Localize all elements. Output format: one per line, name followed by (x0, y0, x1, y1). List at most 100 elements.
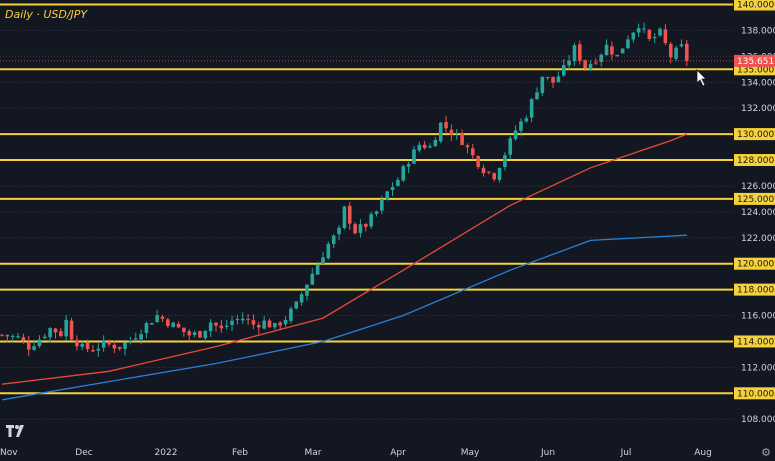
candle-body (48, 328, 52, 338)
candle-body (16, 336, 20, 338)
candle-body (139, 334, 143, 340)
candle-body (219, 325, 224, 329)
candle-body (37, 339, 42, 347)
candle-body (396, 179, 400, 186)
candle-body (96, 348, 101, 351)
candle-body (267, 320, 272, 328)
x-tick-label: Jul (620, 448, 632, 458)
candle-body (80, 343, 85, 347)
candle-body (43, 336, 47, 339)
candle-body (123, 342, 127, 349)
candle-body (604, 44, 609, 56)
candle-body (561, 65, 566, 76)
candle-body (240, 318, 245, 321)
y-tick-label: 138.000 (741, 26, 775, 36)
candle-body (305, 284, 309, 296)
candle-body (444, 122, 448, 129)
candle-body (428, 146, 432, 148)
candle-body (658, 28, 662, 36)
candle-body (59, 331, 63, 337)
candle-body (166, 319, 170, 326)
x-tick-label: May (461, 448, 480, 458)
candle-body (668, 43, 673, 58)
candle-body (117, 346, 122, 349)
x-tick-label: Nov (0, 448, 18, 458)
last-price-tag (734, 54, 775, 67)
candle-body (315, 264, 320, 275)
level-label: 125.000 (737, 195, 774, 205)
candle-body (567, 60, 571, 66)
candle-body (663, 29, 668, 44)
candle-body (326, 243, 331, 259)
level-label: 140.000 (737, 1, 774, 11)
candle-body (513, 130, 518, 140)
candle-body (208, 322, 213, 332)
candle-body (615, 54, 620, 57)
candle-body (262, 320, 266, 329)
moving-average-slow (1, 234, 687, 401)
candle-body (492, 173, 496, 180)
x-tick-label: Mar (305, 448, 322, 458)
candle-body (540, 76, 545, 94)
candle-body (620, 48, 625, 54)
candle-body (133, 338, 138, 340)
candle-body (685, 43, 689, 61)
candle-body (524, 118, 529, 122)
candle-body (503, 155, 507, 168)
candle-body (176, 323, 181, 328)
candle-body (85, 342, 90, 350)
candle-body (374, 211, 379, 214)
candle-body (26, 342, 31, 350)
candle-body (182, 327, 186, 332)
candle-body (519, 121, 523, 131)
level-tag (734, 154, 775, 167)
candle-body (487, 171, 491, 173)
candle-body (594, 62, 598, 64)
candle-body (471, 148, 475, 156)
candle-body (203, 330, 208, 339)
tradingview-logo-icon (6, 425, 24, 437)
candle-body (192, 332, 197, 335)
level-label: 118.000 (737, 286, 774, 296)
level-label: 110.000 (737, 389, 774, 399)
candle-body (433, 139, 438, 147)
candle-body (626, 39, 630, 49)
candle-body (417, 144, 422, 151)
candle-body (235, 319, 240, 321)
candle-body (449, 129, 454, 135)
candle-body (636, 28, 641, 33)
candle-body (679, 44, 684, 47)
candle-body (342, 206, 347, 229)
mouse-cursor-icon (696, 69, 707, 87)
candle-body (642, 28, 646, 30)
candle-body (460, 133, 464, 145)
candle-body (53, 328, 58, 333)
candle-body (21, 337, 26, 341)
candle-body (69, 320, 74, 340)
candle-body (551, 76, 555, 83)
candle-body (150, 323, 154, 325)
level-tag (734, 335, 775, 348)
candle-body (364, 223, 368, 227)
candle-body (545, 76, 550, 78)
candle-body (310, 273, 315, 285)
level-label: 114.000 (737, 337, 774, 347)
candle-body (101, 340, 106, 348)
level-tag (734, 128, 775, 141)
x-tick-label: 2022 (155, 448, 178, 458)
candle-body (187, 331, 192, 336)
candle-body (160, 316, 165, 319)
candle-body (75, 339, 79, 347)
candle-body (273, 323, 277, 328)
level-label: 130.000 (737, 130, 774, 140)
candle-body (5, 335, 10, 337)
candle-body (481, 167, 486, 174)
candle-body (294, 301, 299, 309)
candle-body (32, 346, 36, 350)
candle-body (321, 257, 325, 264)
candle-body (476, 156, 480, 168)
settings-gear-icon[interactable]: ⚙ (761, 446, 771, 459)
y-tick-label: 124.000 (741, 208, 775, 218)
